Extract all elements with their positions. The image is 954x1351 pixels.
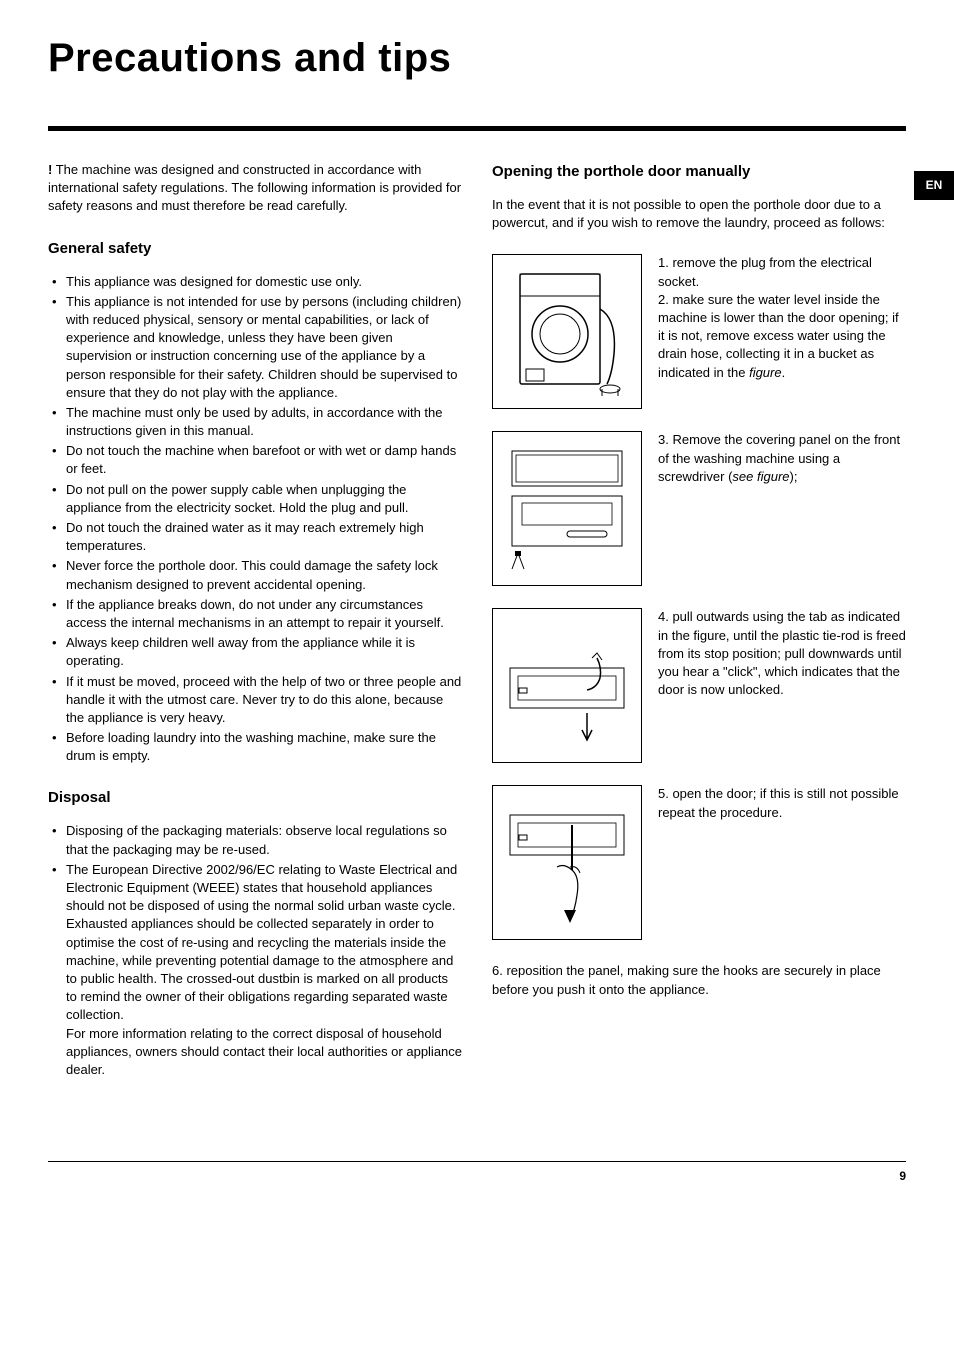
list-item: If the appliance breaks down, do not und… bbox=[48, 596, 462, 632]
step-5-body: 5. open the door; if this is still not p… bbox=[658, 786, 899, 819]
list-item: The European Directive 2002/96/EC relati… bbox=[48, 861, 462, 1079]
list-item: Before loading laundry into the washing … bbox=[48, 729, 462, 765]
step-1-2-body: 1. remove the plug from the electrical s… bbox=[658, 255, 899, 379]
list-item: If it must be moved, proceed with the he… bbox=[48, 673, 462, 728]
right-column: Opening the porthole door manually In th… bbox=[492, 161, 906, 1101]
list-item: Always keep children well away from the … bbox=[48, 634, 462, 670]
heading-general-safety: General safety bbox=[48, 238, 462, 259]
page-title: Precautions and tips bbox=[48, 30, 906, 86]
list-item: Do not pull on the power supply cable wh… bbox=[48, 481, 462, 517]
step-text-5: 5. open the door; if this is still not p… bbox=[658, 785, 906, 821]
list-item: Never force the porthole door. This coul… bbox=[48, 557, 462, 593]
step-4-body: 4. pull outwards using the tab as indica… bbox=[658, 609, 906, 697]
page-number: 9 bbox=[899, 1169, 906, 1183]
disposal-list: Disposing of the packaging materials: ob… bbox=[48, 822, 462, 1079]
list-item: Do not touch the drained water as it may… bbox=[48, 519, 462, 555]
step-1-2-suffix: . bbox=[782, 365, 786, 380]
list-item: Do not touch the machine when barefoot o… bbox=[48, 442, 462, 478]
heading-opening-porthole: Opening the porthole door manually bbox=[492, 161, 906, 182]
step-text-3: 3. Remove the covering panel on the fron… bbox=[658, 431, 906, 486]
page-footer: 9 bbox=[48, 1161, 906, 1185]
step-block-4: 4. pull outwards using the tab as indica… bbox=[492, 608, 906, 763]
step-text-6: 6. reposition the panel, making sure the… bbox=[492, 962, 906, 998]
general-safety-list: This appliance was designed for domestic… bbox=[48, 273, 462, 766]
step-3-suffix: ); bbox=[790, 469, 798, 484]
step-block-5: 5. open the door; if this is still not p… bbox=[492, 785, 906, 940]
list-item: Disposing of the packaging materials: ob… bbox=[48, 822, 462, 858]
content-columns: EN ! The machine was designed and constr… bbox=[48, 161, 906, 1101]
right-intro: In the event that it is not possible to … bbox=[492, 196, 906, 232]
intro-paragraph: ! The machine was designed and construct… bbox=[48, 161, 462, 216]
figure-ref: see figure bbox=[732, 469, 789, 484]
figure-pull-tab bbox=[492, 608, 642, 763]
figure-ref: figure bbox=[749, 365, 782, 380]
figure-remove-panel bbox=[492, 431, 642, 586]
intro-text: The machine was designed and constructed… bbox=[48, 162, 461, 213]
step-text-1-2: 1. remove the plug from the electrical s… bbox=[658, 254, 906, 381]
heading-disposal: Disposal bbox=[48, 787, 462, 808]
figure-machine-drain bbox=[492, 254, 642, 409]
list-item: This appliance was designed for domestic… bbox=[48, 273, 462, 291]
language-tab: EN bbox=[914, 171, 954, 200]
list-item: The machine must only be used by adults,… bbox=[48, 404, 462, 440]
step-text-4: 4. pull outwards using the tab as indica… bbox=[658, 608, 906, 699]
step-block-3: 3. Remove the covering panel on the fron… bbox=[492, 431, 906, 586]
step-block-1: 1. remove the plug from the electrical s… bbox=[492, 254, 906, 409]
list-item: This appliance is not intended for use b… bbox=[48, 293, 462, 402]
title-rule bbox=[48, 126, 906, 131]
left-column: ! The machine was designed and construct… bbox=[48, 161, 462, 1101]
figure-open-door bbox=[492, 785, 642, 940]
